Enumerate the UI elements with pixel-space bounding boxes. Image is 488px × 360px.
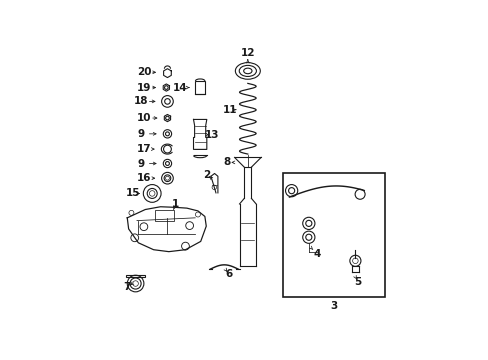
Text: 12: 12	[240, 49, 255, 58]
Text: 4: 4	[313, 249, 320, 259]
Text: 14: 14	[172, 82, 187, 93]
Text: 17: 17	[136, 144, 151, 154]
Text: 7: 7	[123, 282, 131, 292]
Text: 5: 5	[354, 277, 361, 287]
Text: 8: 8	[223, 157, 230, 167]
Text: 15: 15	[125, 188, 140, 198]
Text: 9: 9	[137, 158, 144, 168]
Text: 20: 20	[136, 67, 151, 77]
Bar	[283, 174, 384, 297]
Bar	[126, 275, 145, 278]
Text: 1: 1	[172, 199, 179, 209]
Text: 2: 2	[203, 170, 210, 180]
Text: 16: 16	[136, 173, 151, 183]
Text: 11: 11	[222, 105, 237, 115]
Text: 13: 13	[204, 130, 219, 140]
Text: 10: 10	[136, 113, 151, 123]
Text: 9: 9	[137, 129, 144, 139]
Bar	[155, 210, 174, 221]
Text: 19: 19	[137, 82, 151, 93]
Text: 18: 18	[133, 96, 147, 107]
Bar	[195, 81, 204, 94]
Text: 3: 3	[329, 301, 337, 311]
Text: 6: 6	[225, 269, 232, 279]
